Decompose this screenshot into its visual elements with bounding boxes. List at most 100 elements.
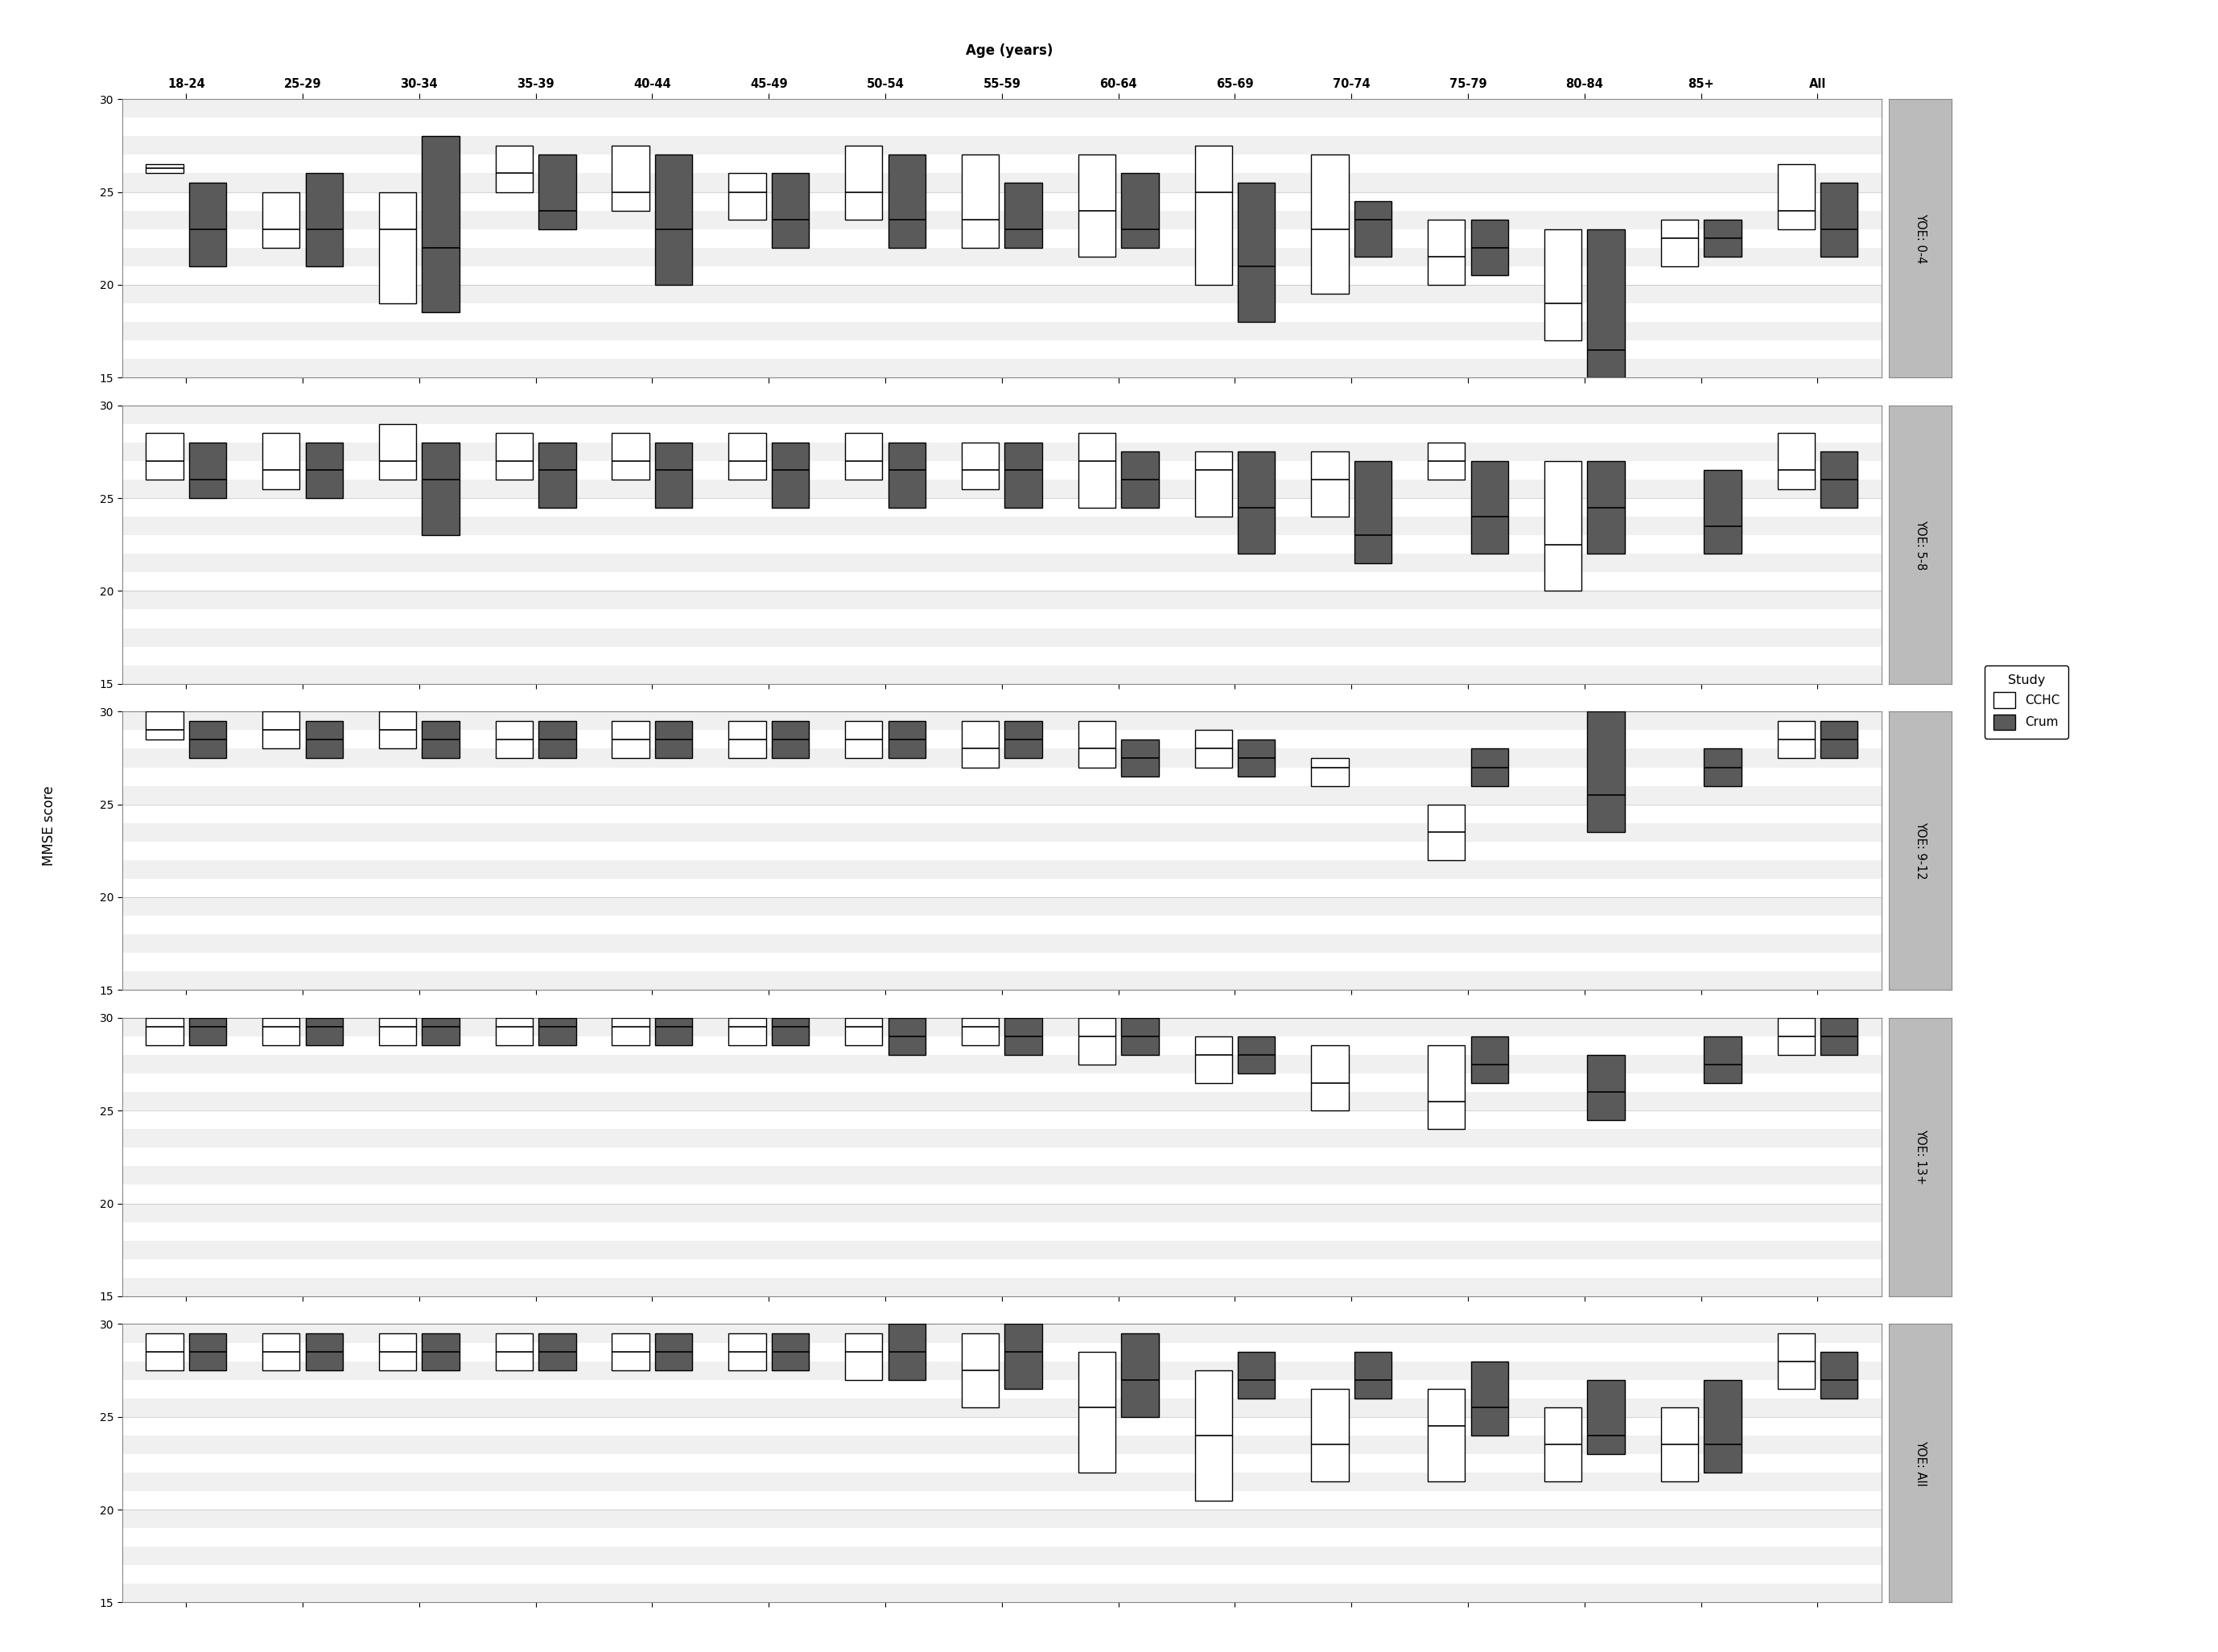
Bar	[1471, 1361, 1508, 1436]
Bar	[772, 173, 810, 248]
Bar	[122, 173, 1881, 192]
Bar	[421, 135, 459, 312]
Bar	[1661, 220, 1699, 266]
Bar	[1196, 1036, 1231, 1082]
Bar	[379, 1333, 417, 1371]
Bar	[1777, 164, 1814, 230]
Bar	[122, 284, 1881, 304]
Bar	[1078, 1018, 1116, 1064]
Bar	[728, 433, 765, 479]
Bar	[1471, 1036, 1508, 1082]
Bar	[122, 1566, 1881, 1584]
Bar	[1703, 220, 1741, 256]
Bar	[122, 805, 1881, 823]
Bar	[963, 155, 998, 248]
Legend: CCHC, Crum: CCHC, Crum	[1985, 666, 2069, 738]
Bar	[122, 461, 1881, 479]
Bar	[306, 1018, 344, 1046]
Bar	[122, 748, 1881, 767]
Bar	[1544, 1408, 1581, 1482]
Text: MMSE score: MMSE score	[42, 786, 55, 866]
Bar	[1122, 1333, 1158, 1417]
Bar	[1078, 433, 1116, 507]
Bar	[1821, 720, 1859, 758]
Bar	[306, 720, 344, 758]
Bar	[122, 712, 1881, 730]
Bar	[887, 155, 925, 248]
Bar	[122, 646, 1881, 666]
Bar	[1005, 183, 1042, 248]
Bar	[122, 1092, 1881, 1110]
Bar	[122, 628, 1881, 646]
Bar	[1196, 1371, 1231, 1500]
Bar	[122, 935, 1881, 953]
Bar	[1428, 220, 1466, 284]
Bar	[728, 1018, 765, 1046]
Bar	[122, 1492, 1881, 1510]
Bar	[122, 443, 1881, 461]
Bar	[262, 1333, 299, 1371]
Bar	[887, 443, 925, 507]
Bar	[654, 443, 692, 507]
Text: Age (years): Age (years)	[965, 43, 1054, 58]
Bar	[887, 720, 925, 758]
Bar	[122, 266, 1881, 284]
Bar	[122, 1130, 1881, 1148]
Bar	[772, 1333, 810, 1371]
Bar	[122, 786, 1881, 805]
Bar	[1588, 461, 1626, 553]
Bar	[495, 433, 532, 479]
Bar	[189, 183, 226, 266]
Bar	[122, 117, 1881, 135]
Bar	[1777, 1333, 1814, 1389]
Bar	[728, 720, 765, 758]
Bar	[1311, 758, 1349, 786]
Bar	[122, 1018, 1881, 1036]
Bar	[146, 1018, 184, 1046]
Bar	[122, 1454, 1881, 1472]
Bar	[122, 823, 1881, 841]
Bar	[1588, 1056, 1626, 1120]
Bar	[1588, 230, 1626, 378]
Bar	[122, 861, 1881, 879]
Bar	[122, 572, 1881, 591]
Text: YOE: 0-4: YOE: 0-4	[1914, 213, 1927, 263]
Bar	[1122, 173, 1158, 248]
Bar	[262, 712, 299, 748]
Bar	[189, 720, 226, 758]
Bar	[122, 1277, 1881, 1297]
Bar	[1703, 1036, 1741, 1082]
Bar	[1544, 461, 1581, 591]
Bar	[845, 1018, 883, 1046]
Bar	[1777, 433, 1814, 489]
Bar	[1005, 720, 1042, 758]
Bar	[1311, 155, 1349, 294]
Bar	[379, 425, 417, 479]
Bar	[122, 99, 1881, 117]
Bar	[146, 433, 184, 479]
Bar	[845, 720, 883, 758]
Bar	[379, 192, 417, 304]
Bar	[495, 1018, 532, 1046]
Bar	[122, 767, 1881, 786]
Bar	[887, 1018, 925, 1056]
Bar	[122, 322, 1881, 340]
Bar	[1821, 183, 1859, 256]
Bar	[1196, 451, 1231, 517]
Bar	[1311, 1389, 1349, 1482]
Bar	[539, 443, 577, 507]
Bar	[122, 841, 1881, 861]
Bar	[306, 1333, 344, 1371]
Bar	[495, 720, 532, 758]
Bar	[1428, 1046, 1466, 1130]
Bar	[122, 248, 1881, 266]
Bar	[612, 433, 650, 479]
Bar	[379, 1018, 417, 1046]
Bar	[122, 1584, 1881, 1602]
Bar	[772, 443, 810, 507]
Bar	[421, 443, 459, 535]
Bar	[1703, 1379, 1741, 1472]
Bar	[1355, 461, 1391, 563]
Bar	[122, 304, 1881, 322]
Bar	[122, 1148, 1881, 1166]
